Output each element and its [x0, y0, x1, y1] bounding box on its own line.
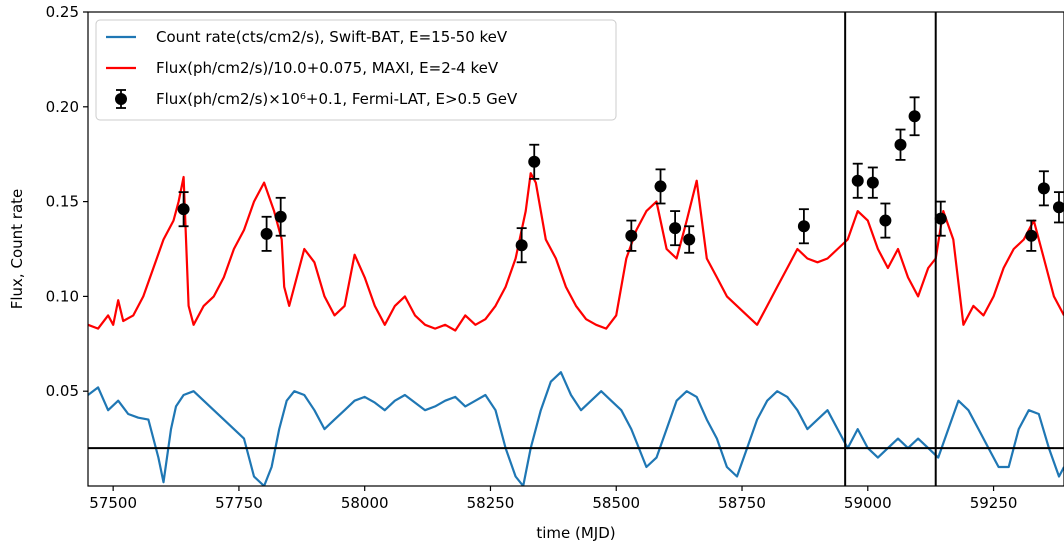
- errorbar-point-11: [866, 166, 879, 199]
- errorbar-point-17: [1037, 170, 1050, 207]
- errorbar-point-7: [669, 210, 682, 247]
- legend-swatch-2: [115, 89, 127, 109]
- errorbar-point-13: [894, 128, 907, 161]
- y-axis-title: Flux, Count rate: [8, 189, 26, 310]
- errorbar-point-0: [177, 191, 190, 228]
- plot-area: [88, 12, 1064, 486]
- errorbar-point-8: [683, 225, 696, 254]
- series-line-0: [88, 371, 1064, 486]
- plot-frame: [87, 11, 1064, 487]
- x-tick-label-3: 58250: [467, 494, 515, 512]
- legend-label-0: Count rate(cts/cm2/s), Swift-BAT, E=15-5…: [156, 28, 508, 46]
- y-tick-label-4: 0.25: [46, 3, 79, 21]
- errorbar-point-2: [274, 196, 287, 237]
- legend-item-2: Flux(ph/cm2/s)×10⁶+0.1, Fermi-LAT, E>0.5…: [115, 89, 518, 109]
- errorbar-point-6: [654, 168, 667, 205]
- errorbar-point-5: [625, 219, 638, 252]
- x-tick-label-1: 57750: [215, 494, 263, 512]
- errorbar-point-10: [851, 162, 864, 199]
- legend-item-0: Count rate(cts/cm2/s), Swift-BAT, E=15-5…: [106, 28, 508, 46]
- legend-label-1: Flux(ph/cm2/s)/10.0+0.075, MAXI, E=2-4 k…: [156, 59, 499, 77]
- x-tick-label-2: 58000: [341, 494, 389, 512]
- legend-label-2: Flux(ph/cm2/s)×10⁶+0.1, Fermi-LAT, E>0.5…: [156, 90, 518, 108]
- x-tick-label-6: 59000: [844, 494, 892, 512]
- errorbar-point-3: [515, 227, 528, 264]
- legend-item-1: Flux(ph/cm2/s)/10.0+0.075, MAXI, E=2-4 k…: [106, 59, 499, 77]
- y-tick-label-1: 0.10: [46, 287, 79, 305]
- plot-clip-group: [88, 12, 1064, 486]
- legend-box: [95, 19, 617, 121]
- errorbar-point-18: [1052, 191, 1064, 224]
- errorbar-point-16: [1025, 219, 1038, 252]
- x-tick-label-5: 58750: [718, 494, 766, 512]
- x-tick-label-4: 58500: [592, 494, 640, 512]
- y-tick-label-3: 0.20: [46, 98, 79, 116]
- y-tick-label-0: 0.05: [46, 382, 79, 400]
- x-tick-label-7: 59250: [970, 494, 1018, 512]
- errorbar-point-9: [797, 208, 810, 245]
- axes: 57500 57750 58000 58250 58500 58750 59000 59250…: [46, 3, 1064, 512]
- errorbar-point-1: [260, 215, 273, 252]
- x-tick-label-0: 57500: [89, 494, 137, 512]
- series-line-1: [88, 172, 1064, 332]
- x-axis-title: time (MJD): [536, 524, 615, 542]
- legend: Count rate(cts/cm2/s), Swift-BAT, E=15-5…: [95, 19, 617, 121]
- errorbar-point-15: [934, 200, 947, 237]
- errorbar-point-12: [879, 202, 892, 239]
- errorbar-point-14: [908, 96, 921, 137]
- y-tick-label-2: 0.15: [46, 193, 79, 211]
- errorbar-point-4: [528, 143, 541, 180]
